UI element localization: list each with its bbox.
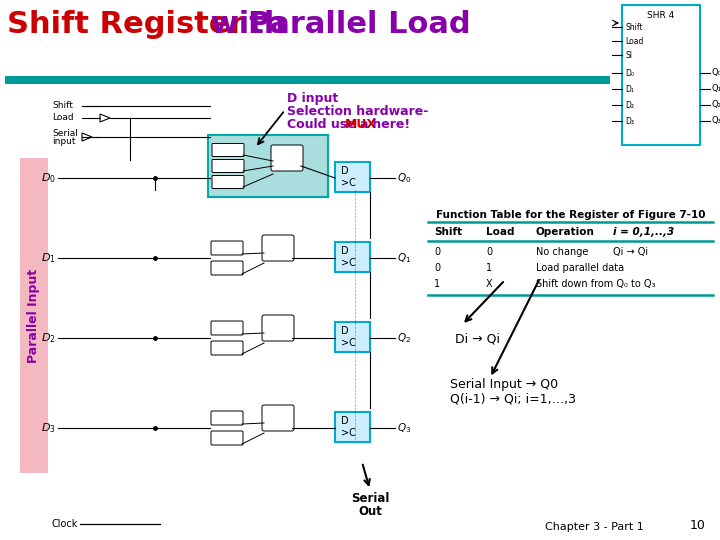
Text: >C: >C <box>341 178 356 188</box>
FancyBboxPatch shape <box>271 145 303 171</box>
Text: X: X <box>486 279 492 289</box>
Text: D: D <box>341 326 348 336</box>
FancyBboxPatch shape <box>211 261 243 275</box>
Text: Operation: Operation <box>536 227 595 237</box>
Text: Serial Input → Q0: Serial Input → Q0 <box>450 378 558 391</box>
Text: D: D <box>341 416 348 426</box>
Text: $Q_3$: $Q_3$ <box>397 421 411 435</box>
Text: Selection hardware-: Selection hardware- <box>287 105 428 118</box>
FancyBboxPatch shape <box>262 405 294 431</box>
Text: SHR 4: SHR 4 <box>647 10 675 19</box>
Text: Shift Register: Shift Register <box>7 10 245 39</box>
Text: Serial: Serial <box>52 129 78 138</box>
Text: Parallel Input: Parallel Input <box>27 268 40 362</box>
Text: Q₃: Q₃ <box>712 117 720 125</box>
Text: D₁: D₁ <box>625 84 634 93</box>
Text: Load: Load <box>625 37 644 45</box>
FancyBboxPatch shape <box>212 159 244 172</box>
FancyBboxPatch shape <box>211 431 243 445</box>
Text: MUX: MUX <box>345 118 377 131</box>
FancyBboxPatch shape <box>262 235 294 261</box>
FancyBboxPatch shape <box>262 315 294 341</box>
Text: Chapter 3 - Part 1: Chapter 3 - Part 1 <box>545 522 644 532</box>
Bar <box>335 322 370 352</box>
Text: >C: >C <box>341 428 356 438</box>
Text: No change: No change <box>536 247 588 257</box>
Text: 1: 1 <box>434 279 440 289</box>
FancyBboxPatch shape <box>211 241 243 255</box>
Text: Di → Qi: Di → Qi <box>455 333 500 346</box>
Text: $D_3$: $D_3$ <box>40 421 55 435</box>
Text: Could use a: Could use a <box>287 118 373 131</box>
Bar <box>335 412 370 442</box>
Text: 0: 0 <box>486 247 492 257</box>
FancyBboxPatch shape <box>211 321 243 335</box>
FancyBboxPatch shape <box>212 144 244 157</box>
Text: $Q_2$: $Q_2$ <box>397 331 411 345</box>
Text: D: D <box>341 246 348 256</box>
Text: D: D <box>341 166 348 176</box>
Bar <box>335 242 370 272</box>
Text: 0: 0 <box>434 247 440 257</box>
Text: Shift: Shift <box>625 23 643 31</box>
Text: Load: Load <box>486 227 515 237</box>
Text: D₀: D₀ <box>625 69 634 78</box>
Text: D input: D input <box>287 92 338 105</box>
Text: D₃: D₃ <box>625 117 634 125</box>
Text: i = 0,1,..,3: i = 0,1,..,3 <box>613 227 674 237</box>
Text: Shift: Shift <box>52 102 73 111</box>
Text: Serial: Serial <box>351 492 390 505</box>
FancyBboxPatch shape <box>211 341 243 355</box>
Text: 0: 0 <box>434 263 440 273</box>
Text: Function Table for the Register of Figure 7-10: Function Table for the Register of Figur… <box>436 210 706 220</box>
Text: $D_0$: $D_0$ <box>40 171 55 185</box>
Text: Q₂: Q₂ <box>712 100 720 110</box>
Text: >C: >C <box>341 258 356 268</box>
Text: Q₁: Q₁ <box>712 84 720 93</box>
Text: Shift down from Q₀ to Q₃: Shift down from Q₀ to Q₃ <box>536 279 655 289</box>
Text: Q(i-1) → Qi; i=1,…,3: Q(i-1) → Qi; i=1,…,3 <box>450 393 576 406</box>
Text: D₂: D₂ <box>625 100 634 110</box>
Bar <box>335 162 370 192</box>
FancyBboxPatch shape <box>211 411 243 425</box>
Text: 10: 10 <box>690 519 706 532</box>
Text: Clock: Clock <box>52 519 78 529</box>
Bar <box>208 135 328 197</box>
Text: 1: 1 <box>486 263 492 273</box>
Text: $Q_0$: $Q_0$ <box>397 171 411 185</box>
Text: Load: Load <box>52 113 73 123</box>
Bar <box>20 158 48 473</box>
Text: Out: Out <box>358 505 382 518</box>
Text: $D_2$: $D_2$ <box>40 331 55 345</box>
Text: Shift: Shift <box>434 227 462 237</box>
Text: Parallel Load: Parallel Load <box>248 10 471 39</box>
Polygon shape <box>82 133 92 141</box>
Bar <box>5 76 610 84</box>
Text: with: with <box>200 10 296 39</box>
FancyBboxPatch shape <box>212 176 244 188</box>
Text: $D_1$: $D_1$ <box>40 251 55 265</box>
Polygon shape <box>100 114 110 122</box>
Text: >C: >C <box>341 338 356 348</box>
Text: Qi → Qi: Qi → Qi <box>613 247 648 257</box>
Text: here!: here! <box>368 118 410 131</box>
Text: $Q_1$: $Q_1$ <box>397 251 411 265</box>
Bar <box>622 5 700 145</box>
Text: SI: SI <box>625 51 632 59</box>
Text: Q₀: Q₀ <box>712 69 720 78</box>
Text: Load parallel data: Load parallel data <box>536 263 624 273</box>
Text: input: input <box>52 137 76 145</box>
